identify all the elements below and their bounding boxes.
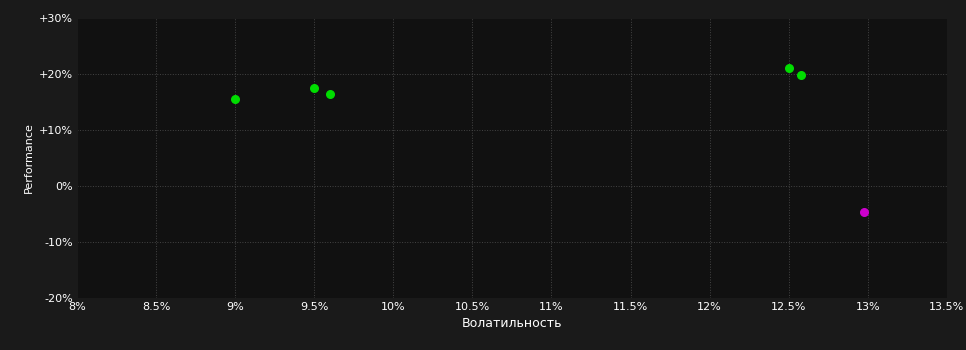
Point [793, 72, 809, 77]
Y-axis label: Performance: Performance [23, 122, 34, 193]
Point [306, 85, 322, 90]
Point [228, 96, 243, 101]
X-axis label: Волатильность: Волатильность [462, 317, 562, 330]
Point [857, 210, 872, 215]
Point [323, 91, 338, 97]
Point [781, 65, 796, 71]
